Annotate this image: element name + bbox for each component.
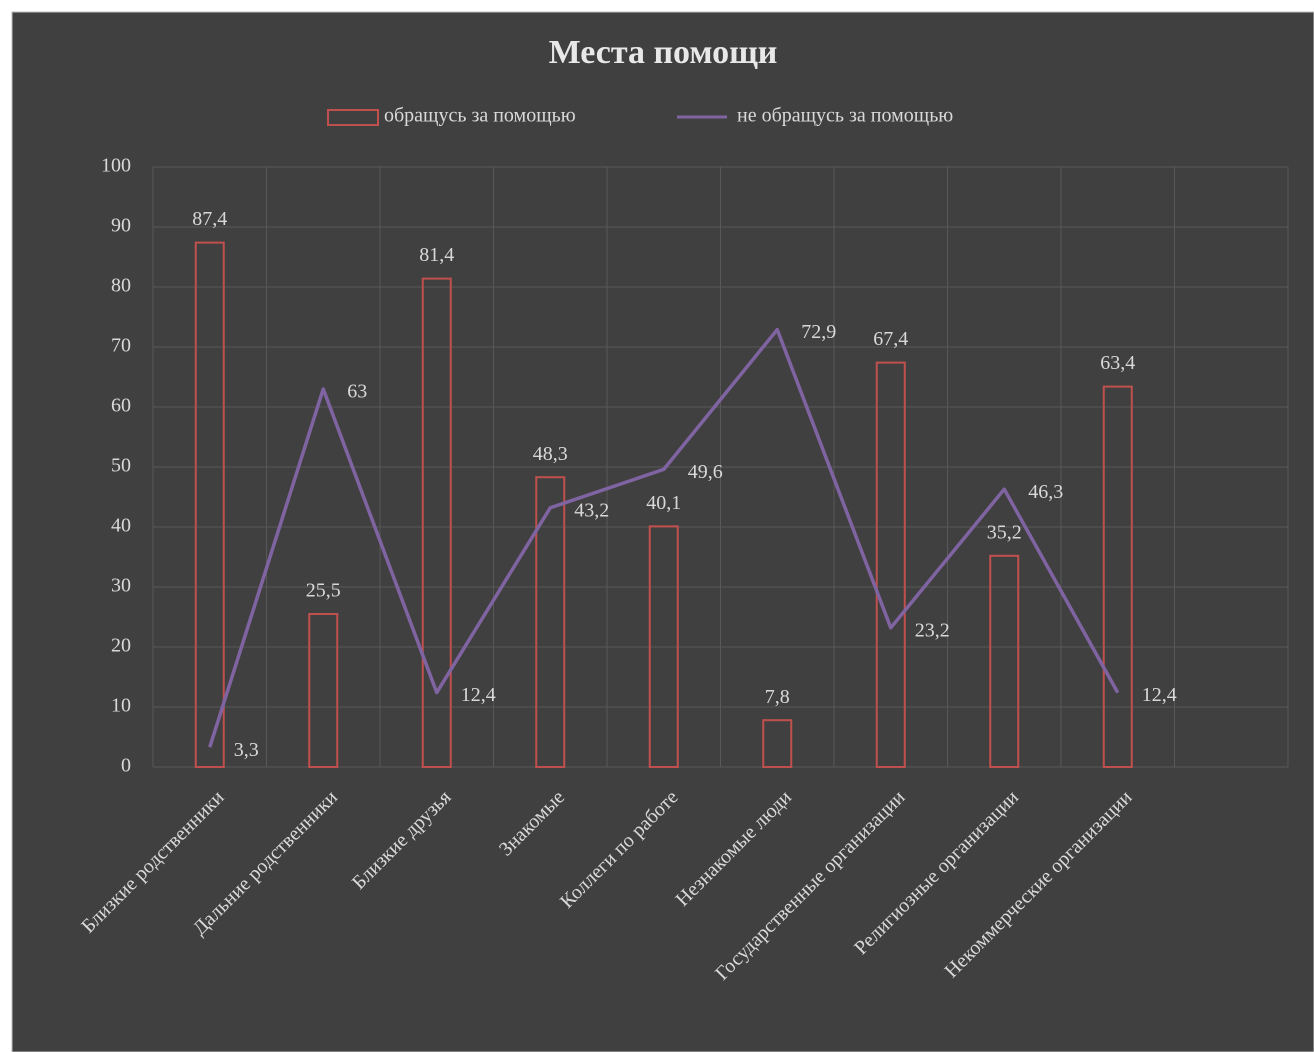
y-tick-label: 10 [111, 695, 131, 717]
legend-label: обращусь за помощью [384, 105, 576, 127]
data-label: 63,4 [1100, 352, 1135, 374]
bar [762, 719, 793, 769]
y-tick-label: 20 [111, 635, 131, 657]
legend-label: не обращусь за помощью [737, 105, 953, 127]
data-label: 40,1 [646, 492, 681, 514]
data-label: 23,2 [915, 619, 950, 641]
bar [421, 277, 452, 768]
data-label: 35,2 [987, 521, 1022, 543]
data-label: 81,4 [419, 244, 454, 266]
bar [989, 554, 1020, 768]
line [208, 327, 1120, 748]
bar [875, 361, 906, 768]
y-tick-label: 60 [111, 395, 131, 417]
y-tick-label: 40 [111, 515, 131, 537]
data-label: 7,8 [765, 686, 790, 708]
y-tick-label: 80 [111, 275, 131, 297]
chart-title: Места помощи [549, 34, 778, 71]
y-tick-label: 70 [111, 335, 131, 357]
data-label: 63 [347, 381, 367, 403]
data-label: 48,3 [533, 443, 568, 465]
legend-swatch-bar [327, 109, 379, 126]
data-label: 12,4 [1142, 684, 1177, 706]
chart-background [11, 11, 1314, 1052]
data-label: 25,5 [306, 580, 341, 602]
y-tick-label: 90 [111, 215, 131, 237]
y-tick-label: 100 [101, 155, 131, 177]
data-label: 49,6 [688, 461, 723, 483]
data-label: 67,4 [873, 328, 908, 350]
data-label: 72,9 [801, 321, 836, 343]
bar [194, 241, 225, 769]
y-tick-label: 0 [121, 755, 131, 777]
bar [648, 525, 679, 769]
bar [535, 476, 566, 768]
y-tick-label: 30 [111, 575, 131, 597]
bar [1102, 385, 1133, 768]
bar [308, 613, 339, 768]
data-label: 46,3 [1028, 481, 1063, 503]
data-label: 43,2 [574, 499, 609, 521]
data-label: 3,3 [234, 739, 259, 761]
data-label: 87,4 [192, 208, 227, 230]
y-tick-label: 50 [111, 455, 131, 477]
data-label: 12,4 [461, 684, 496, 706]
